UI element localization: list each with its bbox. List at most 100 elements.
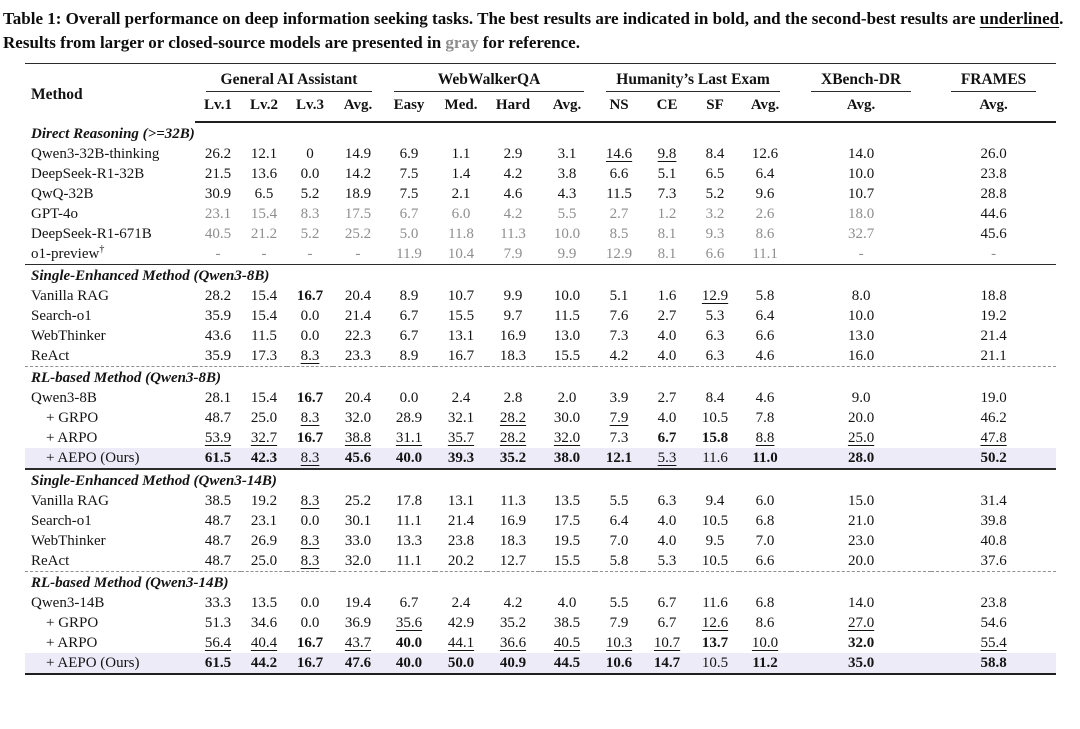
value-cell: 26.0 [980,145,1007,162]
value-cell: 27.0 [847,614,875,631]
value-cell: 46.2 [980,409,1007,426]
value-cell: 8.0 [851,287,871,304]
value-cell: 4.0 [657,327,677,344]
method-cell: Search-o1 [31,512,92,529]
section-header-row: Direct Reasoning (>=32B) [25,122,1056,144]
value-cell: - [333,244,383,266]
value-cell: 8.6 [755,614,775,631]
value-cell: 48.7 [195,551,241,573]
value-cell: 5.8 [755,287,775,304]
value-cell: 12.6 [701,614,729,631]
value-cell: 5.5 [609,594,629,611]
value-cell: 13.5 [250,594,278,611]
value-cell: 5.3 [705,307,725,324]
value-cell: 48.7 [204,532,232,549]
value-cell: 11.1 [396,512,422,529]
caption-underlined-word: underlined [979,9,1060,28]
value-cell: 40.8 [980,532,1007,549]
value-cell: 15.5 [539,346,596,368]
value-cell: 8.9 [383,346,435,368]
value-cell: 32.0 [333,551,383,573]
value-cell: 2.4 [451,389,471,406]
value-cell: 44.5 [539,653,596,675]
value-cell: 23.8 [447,532,475,549]
table-row: WebThinker 48.7 26.9 8.3 33.0 13.3 23.8 18.3 19.… [25,531,1056,551]
value-cell: 8.1 [643,244,692,266]
value-cell: 6.8 [755,594,775,611]
value-cell: 5.3 [643,448,692,471]
value-cell: 7.9 [487,244,539,266]
value-cell: 3.1 [557,145,577,162]
value-cell: 5.0 [399,225,419,242]
section-title: RL-based Method (Qwen3-8B) [31,369,221,386]
value-cell: 38.8 [344,429,372,446]
value-cell: - [287,244,333,266]
value-cell: 35.6 [395,614,423,631]
section-header-row: RL-based Method (Qwen3-14B) [25,572,1056,594]
value-cell: 13.0 [847,327,875,344]
value-cell: 10.3 [605,634,633,651]
value-cell: 9.4 [705,492,725,509]
value-cell: 40.5 [204,225,232,242]
value-cell: - [791,244,932,266]
value-cell: 10.7 [653,634,681,651]
group-header-frames: FRAMES [931,64,1056,93]
value-cell: 9.9 [539,244,596,266]
value-cell: 11.2 [739,653,792,675]
value-cell: 6.3 [657,492,677,509]
header-sub-row: Lv.1 Lv.2 Lv.3 Avg. Easy Med. Hard Avg. NS CE SF Av… [25,92,1057,124]
value-cell: 10.5 [701,512,729,529]
table-row: Vanilla RAG 38.5 19.2 8.3 25.2 17.8 13.1 11.3 13… [25,491,1056,511]
value-cell: 25.0 [250,409,278,426]
method-cell: + ARPO [46,634,98,651]
value-cell: 15.5 [447,307,475,324]
value-cell: 20.4 [344,389,372,406]
value-cell: 23.1 [250,512,278,529]
value-cell: 1.1 [451,145,471,162]
group-header-webwalkerqa: WebWalkerQA [383,64,595,93]
value-cell: 4.6 [755,389,775,406]
value-cell: 11.8 [448,225,474,242]
value-cell: 19.5 [553,532,581,549]
value-cell: 13.1 [447,492,475,509]
table-row: ReAct 48.7 25.0 8.3 32.0 11.1 20.2 12.7 15.5 5.8 5… [25,551,1057,573]
value-cell: 4.6 [503,185,523,202]
value-cell: 4.2 [503,165,523,182]
value-cell: 19.4 [344,594,372,611]
value-cell: 8.3 [300,532,320,549]
value-cell: 35.2 [487,448,539,471]
value-cell: 6.7 [657,614,677,631]
value-cell: 11.3 [500,492,526,509]
value-cell: 4.2 [503,594,523,611]
value-cell: 16.7 [435,346,487,368]
table-row: + GRPO 51.3 34.6 0.0 36.9 35.6 42.9 35.2 38.5 7.9… [25,613,1056,633]
value-cell: 16.7 [287,653,333,675]
value-cell: 6.4 [755,307,775,324]
value-cell: 43.6 [204,327,232,344]
value-cell: 45.6 [333,448,383,471]
column-header: Lv.3 [287,92,333,124]
table-row: Search-o1 35.9 15.4 0.0 21.4 6.7 15.5 9.7 11.5 7.… [25,306,1056,326]
method-cell: DeepSeek-R1-32B [31,165,145,182]
caption-text: for reference. [478,33,580,53]
value-cell: 7.0 [755,532,775,549]
value-cell: 20.4 [344,287,372,304]
group-header-xbench-dr: XBench-DR [791,64,931,93]
value-cell: 3.2 [705,205,725,222]
value-cell: 23.8 [980,594,1007,611]
value-cell: 23.8 [980,165,1007,182]
value-cell: 5.3 [643,551,692,573]
method-cell: Vanilla RAG [31,287,109,304]
value-cell: 8.4 [705,389,725,406]
column-header: Avg. [539,92,596,124]
value-cell: 0.0 [300,614,320,631]
value-cell: 6.7 [657,429,677,446]
value-cell: 30.0 [553,409,581,426]
value-cell: 5.1 [609,287,629,304]
value-cell: - [195,244,241,266]
value-cell: 30.9 [204,185,232,202]
value-cell: 6.7 [399,205,419,222]
section-header-row: Single-Enhanced Method (Qwen3-8B) [25,265,1056,287]
value-cell: 45.6 [980,225,1007,242]
value-cell: 30.1 [344,512,372,529]
